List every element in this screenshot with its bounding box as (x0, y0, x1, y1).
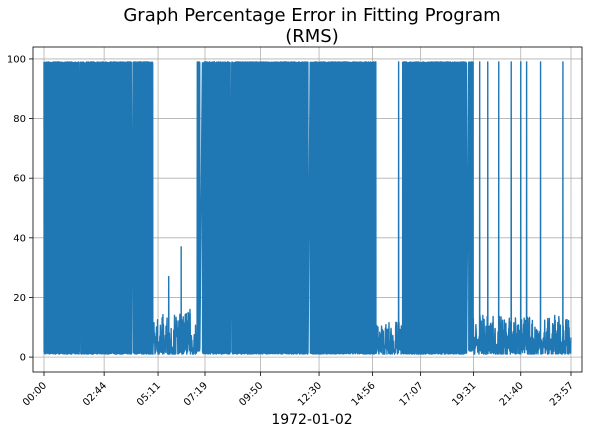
chart-title-line-1: Graph Percentage Error in Fitting Progra… (123, 5, 500, 26)
series-line (43, 61, 572, 355)
x-axis-label: 1972-01-02 (271, 412, 352, 428)
y-tick-label: 100 (7, 54, 26, 65)
y-tick-label: 40 (13, 233, 26, 244)
y-tick-label: 60 (13, 174, 26, 185)
y-tick-label: 0 (20, 353, 26, 364)
y-tick-label: 20 (13, 293, 26, 304)
y-tick-label: 80 (13, 114, 26, 125)
chart-title-line-2: (RMS) (285, 26, 339, 47)
plot-area (43, 61, 572, 355)
axes-frame (32, 46, 583, 373)
